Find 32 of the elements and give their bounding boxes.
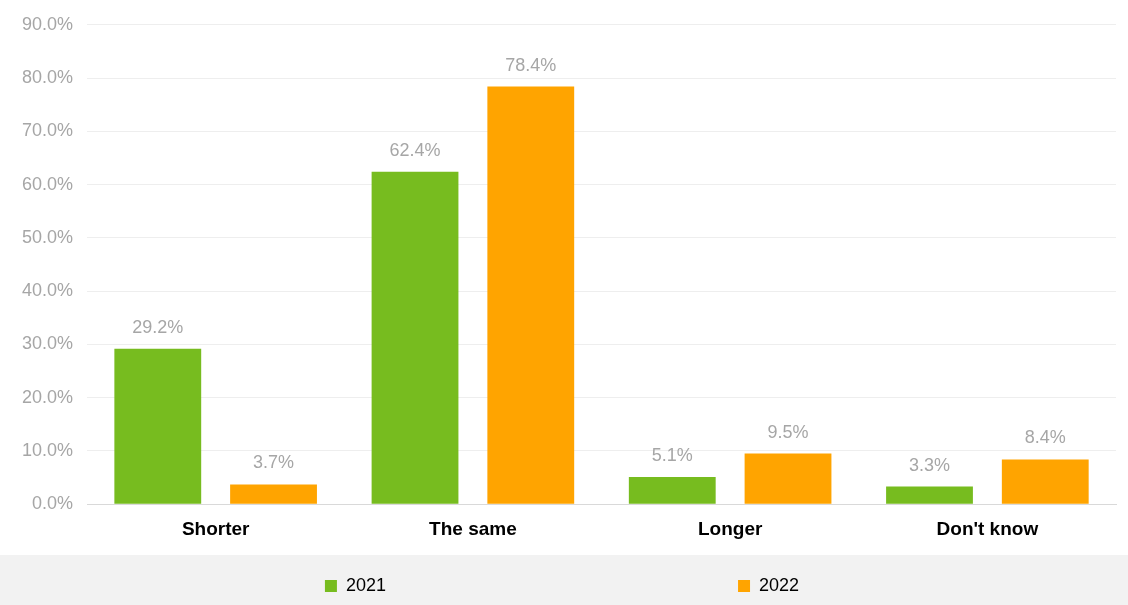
data-label: 3.3% <box>908 454 951 475</box>
bar <box>114 348 202 504</box>
y-tick-label: 90.0% <box>21 13 74 34</box>
y-tick-label: 30.0% <box>21 333 74 354</box>
bar <box>371 171 459 504</box>
y-tick-label: 80.0% <box>21 67 74 88</box>
bar <box>744 453 832 504</box>
bar <box>886 486 973 504</box>
legend-label: 2022 <box>759 574 800 595</box>
bar <box>1001 459 1089 504</box>
y-tick-label: 70.0% <box>21 120 74 141</box>
data-label: 3.7% <box>253 452 295 473</box>
y-tick-label: 20.0% <box>21 386 74 407</box>
legend-label: 2021 <box>345 574 717 595</box>
y-tick-label: 0.0% <box>32 493 74 514</box>
bar <box>230 484 317 504</box>
data-label: 78.4% <box>505 54 557 75</box>
x-tick-label: Longer <box>697 517 763 539</box>
data-label: 8.4% <box>1024 427 1066 448</box>
x-tick-label: Shorter <box>181 517 251 539</box>
bar <box>487 86 575 504</box>
y-tick-label: 60.0% <box>21 173 74 194</box>
x-tick-label: Don't know <box>936 517 1039 539</box>
data-label: 62.4% <box>389 139 441 160</box>
y-tick-label: 50.0% <box>21 226 74 247</box>
y-tick-label: 40.0% <box>21 280 74 301</box>
bar <box>628 477 716 504</box>
data-label: 9.5% <box>767 421 809 442</box>
x-tick-label: The same <box>429 517 517 539</box>
data-label: 29.2% <box>132 316 184 337</box>
data-label: 5.1% <box>651 445 693 465</box>
y-tick-label: 10.0% <box>21 439 74 460</box>
